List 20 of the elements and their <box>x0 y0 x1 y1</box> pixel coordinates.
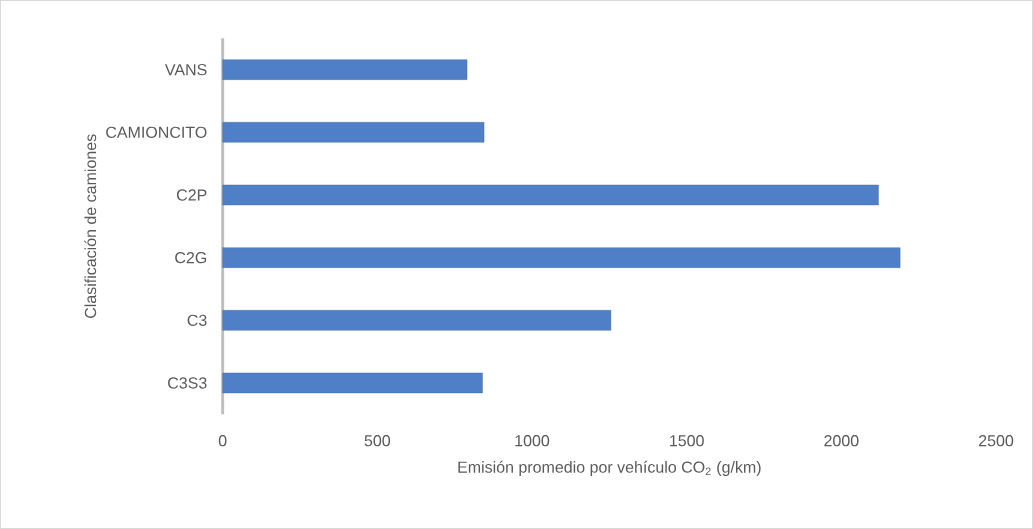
y-tick-label: C3 <box>187 314 207 326</box>
bar <box>222 372 483 394</box>
y-tick-label: CAMIONCITO <box>106 126 207 138</box>
bar <box>222 247 901 268</box>
x-axis-title: Emisión promedio por vehículo CO$_{2}$ (g/km) <box>458 460 761 476</box>
bar <box>222 59 468 80</box>
x-tick-label: 1500 <box>670 435 704 447</box>
x-tick-label: 2000 <box>824 435 859 447</box>
y-tick-label: C2G <box>175 252 207 264</box>
bar <box>222 184 879 206</box>
x-tick-label: 0 <box>218 435 227 447</box>
y-tick-label: C3S3 <box>168 377 207 389</box>
x-tick-label: 2500 <box>979 435 1014 447</box>
x-tick-label: 500 <box>364 435 391 447</box>
y-tick-label: C2P <box>176 189 207 201</box>
y-tick-label: VANS <box>164 64 207 76</box>
bar <box>222 310 612 331</box>
y-axis-title: Clasificación de camiones <box>84 134 97 319</box>
bar <box>222 122 485 143</box>
x-tick-label: 1000 <box>515 435 550 447</box>
